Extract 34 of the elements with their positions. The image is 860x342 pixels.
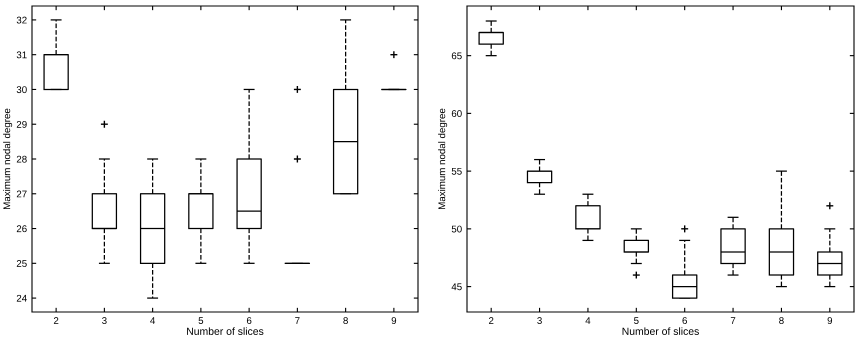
x-tick-label: 9 <box>828 317 832 324</box>
x-axis-title: Number of slices <box>187 327 264 335</box>
y-tick-label: 45 <box>452 283 462 290</box>
y-tick-label: 55 <box>452 168 462 175</box>
y-tick-label: 65 <box>452 52 462 60</box>
x-tick-label: 8 <box>779 317 784 324</box>
y-tick-label: 29 <box>16 120 27 128</box>
x-tick-label: 3 <box>102 317 107 324</box>
x-tick-label: 7 <box>730 317 736 324</box>
x-tick-label: 7 <box>295 317 300 324</box>
y-tick-label: 27 <box>16 190 27 198</box>
x-tick-label: 4 <box>150 317 156 324</box>
x-tick-label: 2 <box>54 317 58 324</box>
y-axis-title: Maximum nodal degree <box>438 108 448 209</box>
y-tick-label: 31 <box>16 51 27 58</box>
x-tick-label: 5 <box>198 317 204 324</box>
x-tick-label: 5 <box>634 317 639 324</box>
x-tick-label: 9 <box>392 317 396 324</box>
y-tick-label: 28 <box>16 156 27 163</box>
y-tick-label: 50 <box>452 226 462 232</box>
x-tick-label: 8 <box>343 317 348 324</box>
y-axis-title: Maximum nodal degree <box>3 108 12 209</box>
y-tick-label: 26 <box>16 225 27 232</box>
x-tick-label: 6 <box>246 317 252 324</box>
y-tick-label: 25 <box>16 260 27 267</box>
y-tick-label: 32 <box>16 16 27 24</box>
x-tick-label: 3 <box>537 317 542 324</box>
y-tick-label: 60 <box>452 110 462 118</box>
y-tick-label: 24 <box>16 294 27 302</box>
x-tick-label: 4 <box>585 317 590 324</box>
x-tick-label: 6 <box>682 317 687 324</box>
y-tick-label: 30 <box>16 86 27 94</box>
x-axis-title: Number of slices <box>622 327 699 335</box>
x-tick-label: 2 <box>488 317 494 324</box>
